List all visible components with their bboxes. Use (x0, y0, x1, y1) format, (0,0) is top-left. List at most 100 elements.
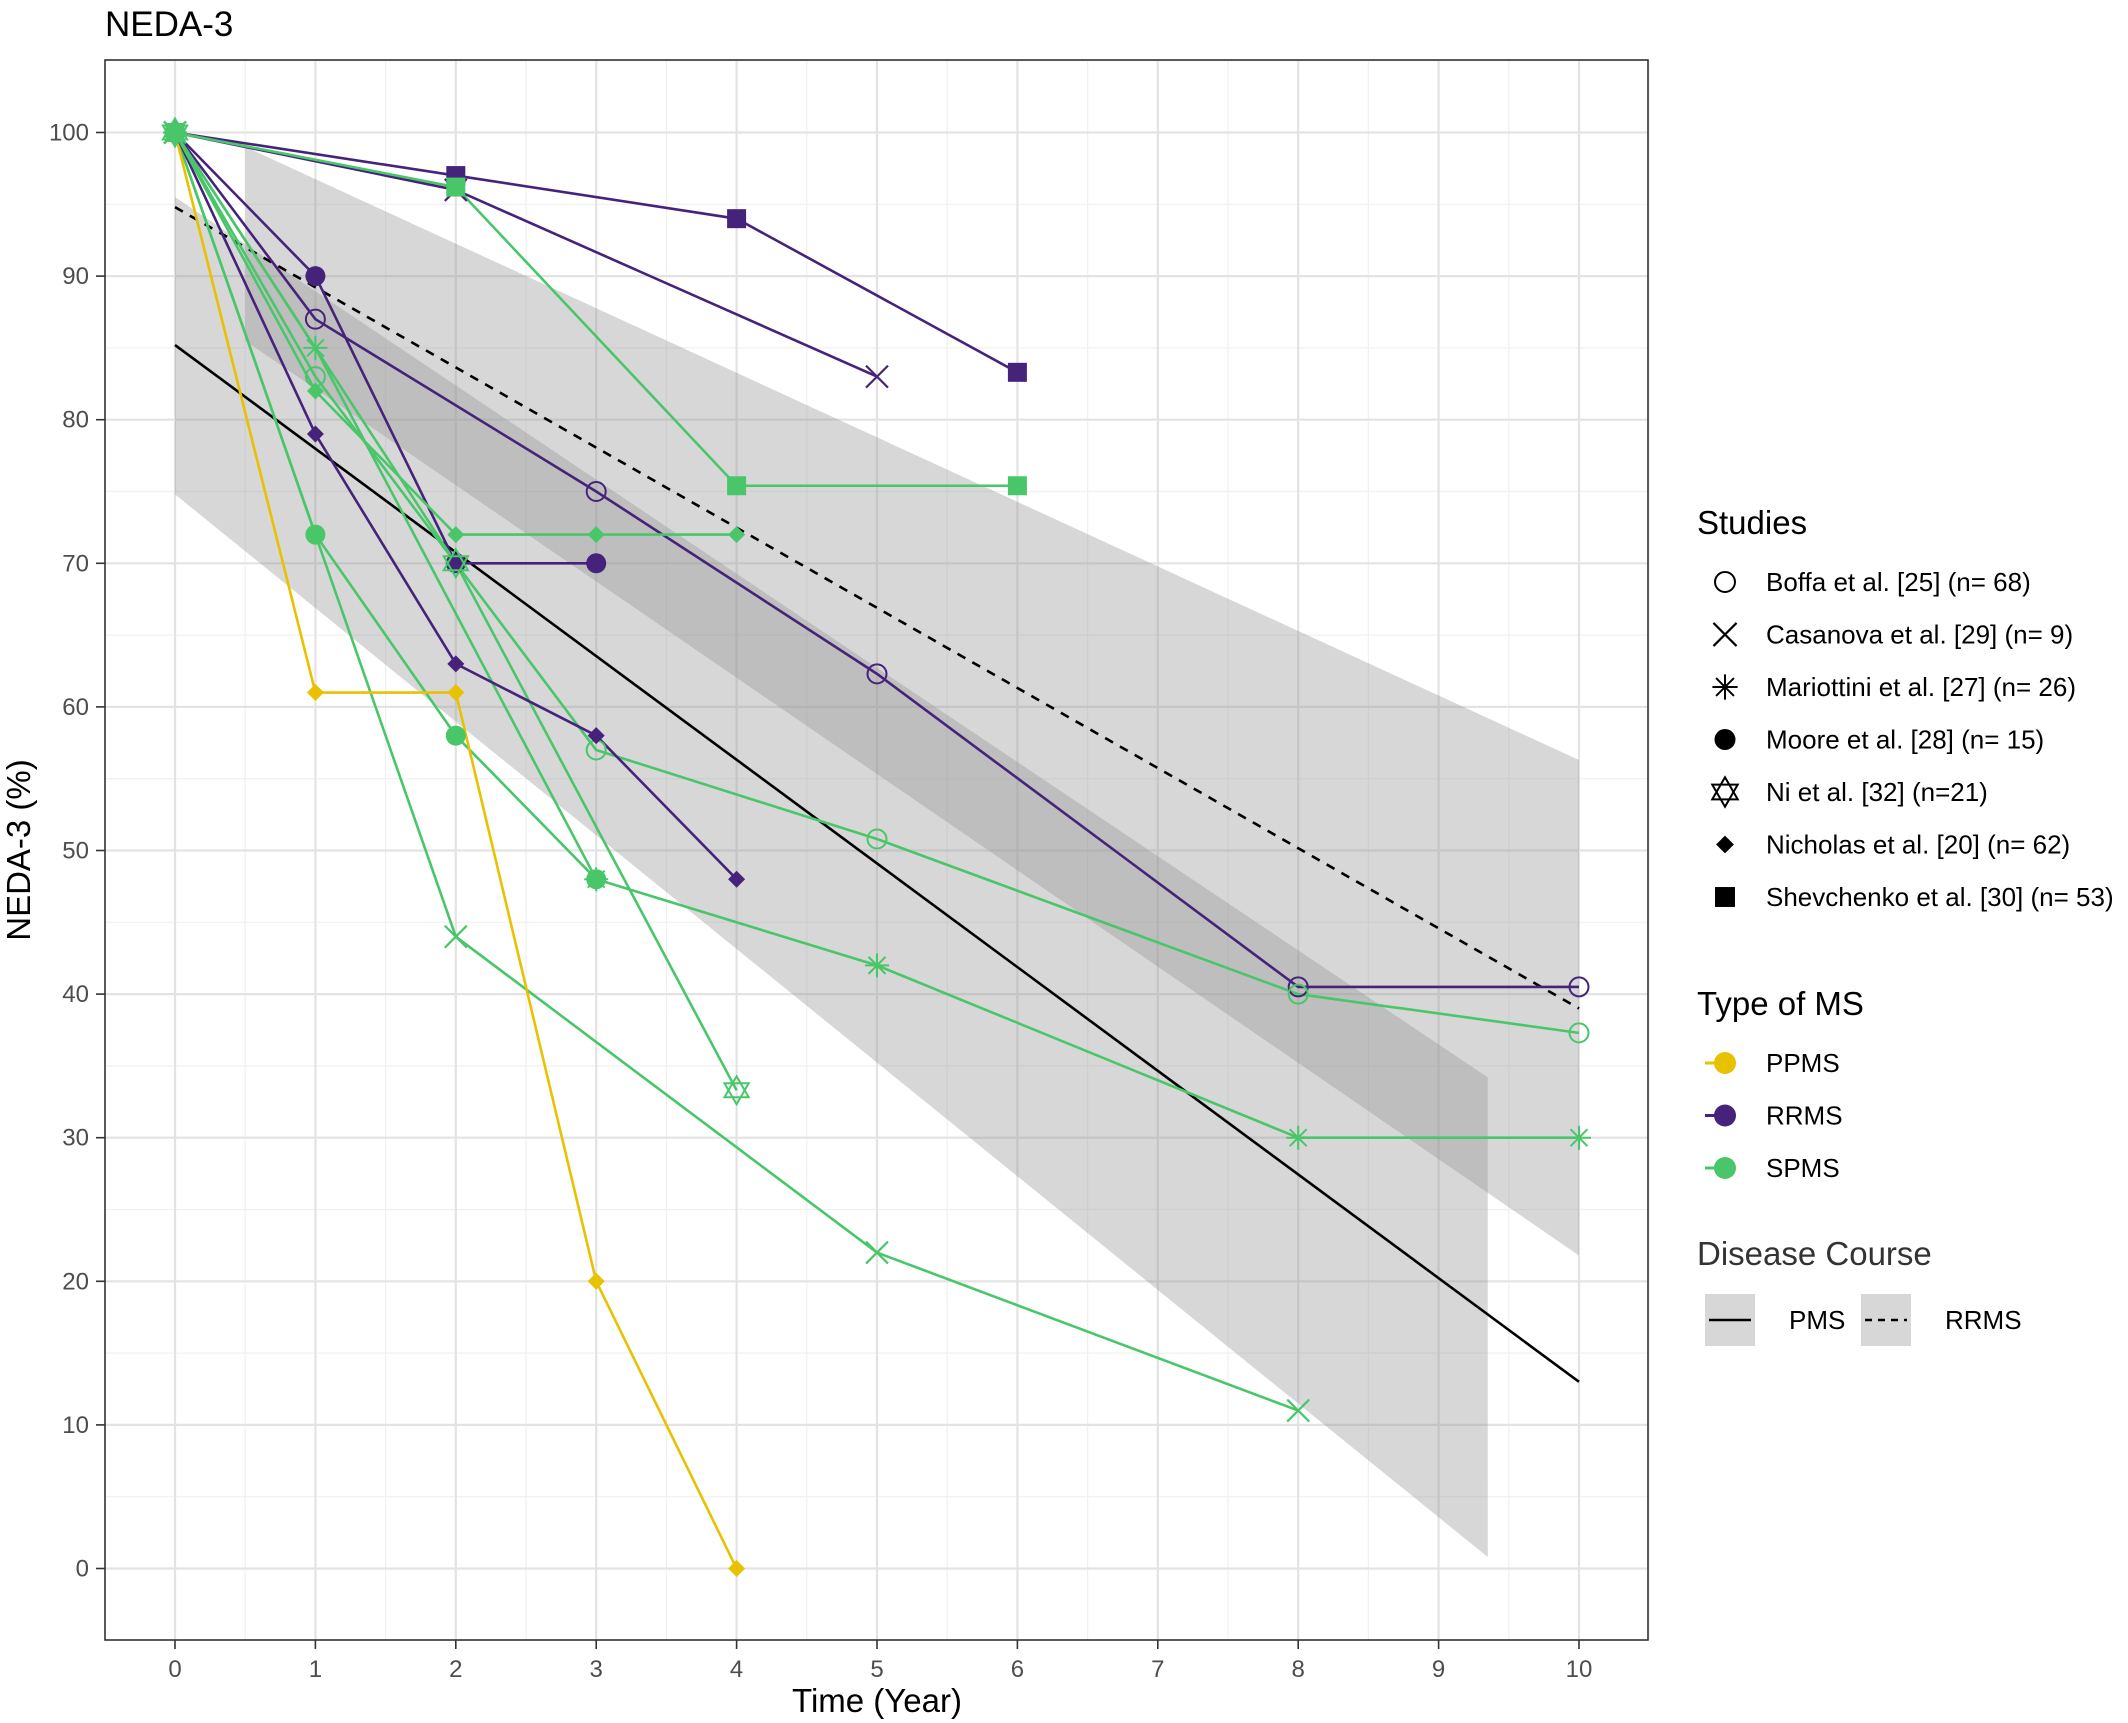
legend-label-type: SPMS (1766, 1153, 1840, 1183)
data-point (447, 526, 465, 544)
y-tick-label: 50 (62, 838, 89, 865)
open-circle-marker (304, 308, 326, 330)
x-tick-label: 6 (1011, 1656, 1024, 1683)
star-of-david-up (441, 547, 470, 572)
x-tick-label: 4 (730, 1656, 743, 1683)
star-of-david-down (1710, 783, 1740, 809)
series-points (161, 116, 1591, 1577)
filled-circle-marker (586, 869, 607, 890)
x-tick-label: 7 (1151, 1656, 1164, 1683)
x-tick-label: 2 (449, 1656, 462, 1683)
star-of-david-down (441, 555, 470, 580)
diamond-marker (587, 526, 605, 544)
filled-circle-marker (1714, 729, 1736, 750)
star-of-david-down (722, 1082, 751, 1107)
data-point (445, 725, 466, 746)
legend-course-title: Disease Course (1697, 1235, 1932, 1272)
series-line (174, 131, 1019, 374)
diamond-marker (587, 1272, 605, 1290)
data-point (586, 553, 607, 574)
data-point (728, 526, 746, 544)
regression-line-rrms (174, 206, 1580, 1010)
square-marker (727, 209, 747, 229)
diamond-marker (447, 526, 465, 544)
series-line (173, 131, 1579, 989)
data-point (1286, 1125, 1311, 1150)
x-tick-label: 5 (870, 1656, 883, 1683)
legend-label-study: Moore et al. [28] (n= 15) (1766, 725, 2044, 755)
legend-key-study (1712, 622, 1738, 647)
y-tick-label: 60 (62, 694, 89, 721)
open-circle-marker (585, 481, 607, 502)
cross-marker (1712, 622, 1738, 647)
diamond-marker (728, 526, 746, 544)
y-tick-label: 0 (76, 1556, 89, 1583)
legend-key-study (1714, 729, 1736, 750)
series-line (174, 131, 597, 565)
diamond-marker (306, 425, 324, 443)
filled-circle-marker (305, 524, 326, 545)
square-marker (1007, 476, 1027, 496)
star-of-david-up (1710, 775, 1740, 801)
star-of-david-up (722, 1074, 751, 1099)
asterisk-marker (865, 953, 889, 978)
data-point (1287, 976, 1309, 998)
open-circle-marker (1287, 983, 1309, 1005)
data-point (303, 335, 328, 360)
filled-circle-marker (586, 553, 607, 574)
square-marker (727, 476, 747, 496)
filled-circle-marker (305, 266, 326, 287)
data-point (1286, 1398, 1310, 1423)
data-point (865, 953, 889, 978)
data-point (1007, 476, 1027, 496)
cross-marker (444, 924, 468, 949)
data-point (1567, 1125, 1591, 1150)
data-point (165, 123, 185, 142)
data-point (305, 524, 326, 545)
data-point (306, 382, 324, 400)
y-tick-label: 30 (62, 1125, 89, 1152)
y-tick-label: 80 (62, 407, 89, 434)
legend-studies-title: Studies (1697, 504, 1807, 541)
legend-type-title: Type of MS (1697, 985, 1864, 1022)
data-point (722, 1074, 751, 1107)
data-point (727, 209, 747, 229)
filled-circle-marker (445, 725, 466, 746)
y-tick-label: 20 (62, 1268, 89, 1295)
series-line (174, 131, 1018, 488)
x-tick-label: 9 (1432, 1656, 1445, 1683)
legend-label-study: Mariottini et al. [27] (n= 26) (1766, 672, 2076, 702)
square-marker (1007, 362, 1027, 382)
legend-key-study (1715, 887, 1735, 907)
legend-key-study (1710, 775, 1740, 809)
diamond-marker (728, 870, 746, 888)
legend-key-dot (1714, 1104, 1736, 1127)
legend-key-dot (1714, 1157, 1736, 1179)
data-point (447, 684, 465, 702)
open-circle-marker (1568, 976, 1590, 998)
legend-label-type: PPMS (1766, 1048, 1840, 1078)
asterisk-marker (1712, 674, 1738, 700)
data-point (1007, 362, 1027, 382)
data-point (1568, 1022, 1590, 1044)
legend: Studies Boffa et al. [25] (n= 68) Casanova… (1697, 504, 2114, 1346)
data-point (866, 828, 888, 850)
open-circle-marker (1714, 571, 1736, 593)
x-tick-label: 0 (168, 1656, 181, 1683)
asterisk-marker (303, 335, 328, 360)
diamond-marker (447, 655, 465, 673)
series-line (173, 132, 598, 881)
data-point (306, 425, 324, 443)
regression-line-pms (174, 343, 1580, 1383)
x-tick-label: 10 (1566, 1656, 1593, 1683)
y-tick-label: 70 (62, 550, 89, 577)
legend-label-study: Ni et al. [32] (n=21) (1766, 777, 1988, 807)
data-point (865, 364, 889, 389)
diamond-marker (728, 1560, 746, 1577)
data-point (586, 869, 607, 890)
data-point (587, 1272, 605, 1290)
data-point (587, 727, 605, 745)
x-tick-label: 3 (590, 1656, 603, 1683)
legend-key-study (1714, 571, 1736, 593)
